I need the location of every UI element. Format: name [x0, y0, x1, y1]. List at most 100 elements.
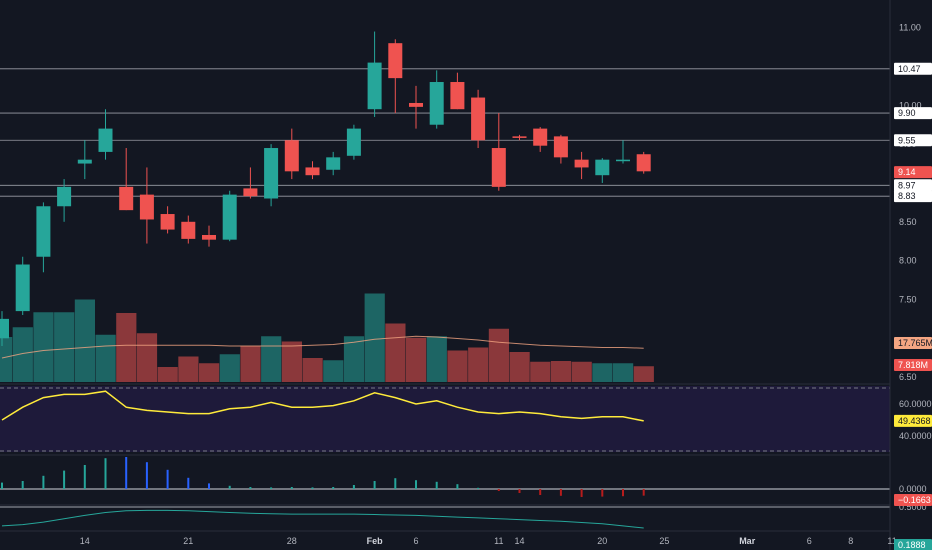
- histogram-bar: [270, 487, 273, 489]
- rsi-pane: [0, 383, 890, 532]
- histogram-bar: [187, 477, 190, 489]
- histogram-bars: [1, 457, 645, 497]
- candle-body: [264, 148, 279, 199]
- candle-body: [429, 82, 444, 125]
- candle-body: [222, 194, 237, 240]
- time-tick-label: 21: [183, 536, 193, 546]
- histogram-value-tag: −0.1663: [898, 495, 931, 505]
- time-tick-label: Feb: [367, 536, 384, 546]
- volume-bar: [302, 358, 323, 382]
- price-level-tag-bg: [894, 179, 932, 192]
- candle-body: [139, 194, 154, 220]
- candle-body: [346, 128, 361, 156]
- volume-bar: [468, 347, 489, 382]
- price-candles: [0, 31, 651, 347]
- candle-body: [77, 159, 92, 164]
- last-volume-tag: 7.818M: [898, 360, 928, 370]
- volume-bar: [385, 323, 406, 382]
- price-level-tag: 9.90: [898, 108, 916, 118]
- volume-bar: [199, 363, 220, 382]
- volume-bar: [530, 361, 551, 382]
- last-price-tag: 9.14: [898, 167, 916, 177]
- candle-body: [574, 159, 589, 168]
- candle-body: [36, 206, 51, 257]
- candle-body: [202, 235, 216, 240]
- histogram-bar: [208, 483, 210, 489]
- price-level-tag-bg: [894, 62, 932, 75]
- time-axis[interactable]: 14 21 28 Feb 6 11 14 20 25 Mar 6 8 11: [80, 536, 897, 546]
- time-tick-label: 6: [807, 536, 812, 546]
- price-level-tag-bg: [894, 134, 932, 147]
- time-tick-label: 20: [597, 536, 607, 546]
- histogram-bar: [332, 487, 335, 489]
- volume-bar: [281, 341, 302, 382]
- volume-bar: [613, 363, 634, 382]
- volume-bar: [550, 361, 572, 382]
- volume-bar: [157, 367, 178, 382]
- volume-bar: [74, 299, 95, 382]
- histogram-bar: [539, 489, 542, 495]
- time-tick-label: 28: [287, 536, 297, 546]
- volume-bar: [116, 313, 137, 382]
- volume-bar: [571, 361, 592, 382]
- oscillator-line: [1, 509, 644, 529]
- price-tick-label: 6.50: [899, 372, 917, 382]
- candle-body: [181, 221, 196, 239]
- histogram-bar: [601, 489, 604, 497]
- time-tick-label: 6: [413, 536, 418, 546]
- candle-body: [160, 214, 175, 230]
- volume-bar: [261, 336, 282, 382]
- histogram-bar: [622, 489, 624, 497]
- last-price-tag-bg: [894, 166, 932, 179]
- histogram-bar: [559, 489, 562, 496]
- price-tick-label: 10.00: [899, 100, 922, 110]
- time-tick-label: 14: [514, 536, 524, 546]
- time-tick-label: 25: [659, 536, 669, 546]
- histogram-bar: [352, 485, 355, 489]
- time-tick-label: 11: [887, 536, 896, 546]
- volume-bar: [364, 293, 385, 382]
- rsi-line: [1, 390, 644, 422]
- histogram-bar: [456, 484, 459, 489]
- volume-bar: [488, 328, 509, 382]
- price-level-tag-bg: [894, 190, 932, 203]
- volume-bar: [509, 352, 530, 382]
- candle-body: [512, 136, 527, 138]
- candle-body: [616, 159, 630, 162]
- volume-ma-tag-bg: [894, 337, 932, 349]
- price-level-tag: 8.83: [898, 191, 916, 201]
- histogram-bar: [63, 470, 66, 489]
- histogram-bar: [311, 487, 314, 489]
- candle-body: [367, 62, 382, 110]
- time-tick-label: 11: [494, 536, 503, 546]
- volume-bar: [426, 336, 447, 382]
- volume-bar: [447, 350, 468, 382]
- volume-bar: [406, 337, 427, 382]
- volume-bar: [136, 333, 158, 382]
- histogram-value-tag-bg: [894, 494, 932, 506]
- oscillator-value-tag-bg: [894, 539, 932, 550]
- oscillator-value-tag: 0.1888: [898, 540, 926, 550]
- histogram-bar: [249, 487, 252, 489]
- horizontal-levels[interactable]: [0, 68, 890, 197]
- candle-body: [305, 167, 320, 176]
- histogram-bar: [145, 462, 148, 489]
- candle-body: [57, 186, 72, 207]
- histogram-bar: [580, 489, 583, 497]
- candle-body: [0, 318, 9, 339]
- volume-bar: [633, 366, 654, 382]
- candle-body: [636, 154, 651, 172]
- histogram-tick-label: 0.0000: [899, 484, 927, 494]
- histogram-bar: [415, 480, 417, 489]
- volume-bar: [240, 346, 261, 382]
- candle-body: [491, 148, 506, 187]
- volume-bar: [219, 354, 240, 382]
- candle-body: [243, 188, 258, 197]
- histogram-bar: [373, 481, 376, 489]
- volume-bar: [95, 334, 116, 382]
- volume-bar: [12, 327, 33, 382]
- volume-bar: [178, 356, 199, 382]
- candle-body: [409, 102, 423, 107]
- price-level-tag: 8.97: [898, 180, 916, 190]
